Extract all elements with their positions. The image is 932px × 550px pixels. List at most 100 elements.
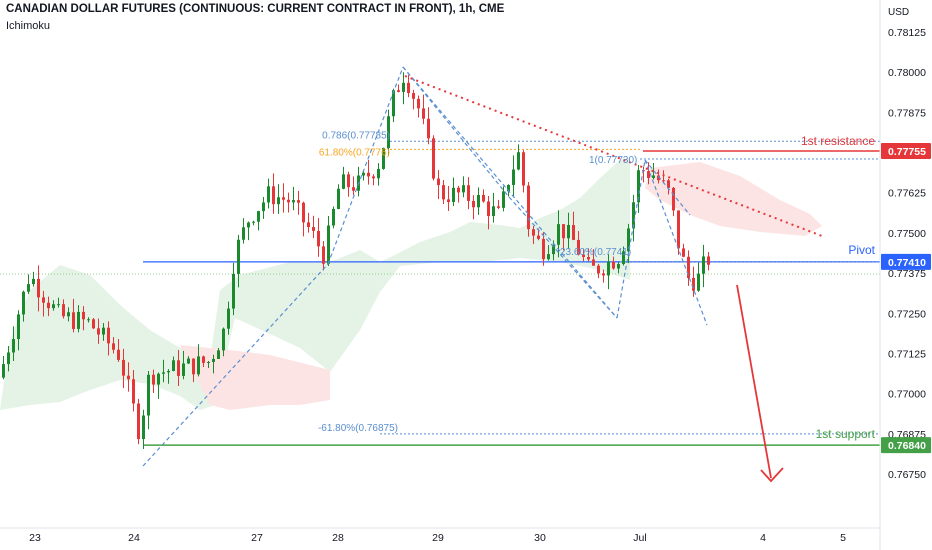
candle-body <box>692 277 695 291</box>
candle-body <box>582 254 585 257</box>
fib-236-label: 23.60%(0.7741) <box>560 247 631 258</box>
candle-body <box>537 235 540 239</box>
price-tick-label: 0.78000 <box>888 67 926 79</box>
candle-body <box>442 185 445 200</box>
candle-body <box>312 227 315 231</box>
fib-0618-label: 61.80%(0.7776) <box>319 147 390 158</box>
candle-body <box>587 256 590 260</box>
candle-body <box>12 339 15 353</box>
candle-body <box>112 343 115 350</box>
candle-body <box>97 328 100 335</box>
candle-body <box>127 375 130 380</box>
candle-body <box>7 352 10 365</box>
candle-body <box>547 254 550 260</box>
candle-body <box>182 363 185 376</box>
candle-body <box>267 186 270 203</box>
price-tag-text: 0.77410 <box>888 257 926 269</box>
candle-body <box>372 176 375 179</box>
currency-label: USD <box>888 7 909 18</box>
candle-body <box>222 328 225 351</box>
candle-body <box>302 202 305 223</box>
candle-body <box>367 172 370 177</box>
candle-body <box>242 227 245 240</box>
candle-body <box>557 224 560 245</box>
candle-body <box>542 238 545 260</box>
candle-body <box>672 187 675 211</box>
candle-body <box>37 278 40 298</box>
candle-body <box>57 304 60 306</box>
candle-body <box>192 358 195 375</box>
candle-body <box>477 194 480 208</box>
candle-body <box>412 93 415 99</box>
candle-body <box>177 360 180 376</box>
time-tick-label: 30 <box>534 532 546 544</box>
pattern-line <box>142 263 329 467</box>
indicator-label: Ichimoku <box>6 20 51 32</box>
candle-body <box>512 169 515 185</box>
candle-body <box>137 403 140 440</box>
candle-body <box>567 224 570 239</box>
candle-body <box>337 188 340 209</box>
price-tag-pivot <box>881 253 931 270</box>
candle-body <box>282 197 285 200</box>
candle-body <box>322 246 325 264</box>
candle-body <box>432 138 435 179</box>
candle-body <box>47 302 50 309</box>
candle-body <box>602 273 605 276</box>
candle-body <box>657 175 660 181</box>
candle-body <box>632 202 635 229</box>
candle-body <box>427 118 430 139</box>
pattern-line <box>644 159 708 326</box>
time-tick-label: 29 <box>432 532 444 544</box>
candle-body <box>572 224 575 240</box>
candle-body <box>502 191 505 208</box>
time-tick-label: 5 <box>840 532 846 544</box>
time-tick-label: Jul <box>633 532 646 544</box>
candle-body <box>132 379 135 404</box>
fib-0786-label: 0.786(0.77785) <box>322 130 390 141</box>
support-label: 1st support <box>816 427 876 441</box>
candle-body <box>287 199 290 203</box>
candle-body <box>457 187 460 193</box>
candle-body <box>467 185 470 201</box>
time-tick-label: 4 <box>760 532 766 544</box>
drawings: 0.786(0.77785) 61.80%(0.7776) 1(0.77730) 23… <box>142 66 876 483</box>
candle-body <box>102 327 105 335</box>
time-tick-label: 23 <box>29 532 41 544</box>
pattern-line <box>644 159 691 216</box>
price-axis[interactable]: USD0.781250.780000.778750.777500.776250.… <box>879 0 932 550</box>
candle-body <box>552 244 555 255</box>
candle-body <box>237 239 240 274</box>
candle-body <box>662 180 665 182</box>
candle-body <box>252 221 255 223</box>
candle-body <box>107 327 110 344</box>
candle-body <box>562 224 565 239</box>
level-lines <box>0 140 880 446</box>
time-axis[interactable]: 23 24 27 28 29 30 Jul 4 5 <box>0 527 880 544</box>
candle-body <box>67 312 70 317</box>
candle-body <box>497 206 500 208</box>
candle-body <box>232 273 235 309</box>
pattern-line <box>508 196 618 319</box>
candle-body <box>677 210 680 249</box>
pivot-label: Pivot <box>848 243 875 257</box>
bearish-cloud-late <box>645 162 822 236</box>
candle-body <box>407 82 410 94</box>
candle-body <box>247 222 250 228</box>
price-tick-label: 0.77000 <box>888 389 926 401</box>
candle-body <box>117 349 120 360</box>
candle-body <box>492 206 495 217</box>
bearish-cloud-early <box>180 345 330 410</box>
bullish-cloud <box>0 158 630 410</box>
candle-body <box>167 370 170 373</box>
candle-body <box>377 168 380 179</box>
candle-body <box>637 170 640 203</box>
candle-body <box>77 311 80 329</box>
candle-body <box>142 415 145 440</box>
candle-body <box>162 372 165 374</box>
candle-body <box>447 199 450 203</box>
candle-body <box>62 304 65 317</box>
candle-body <box>157 373 160 385</box>
candle-body <box>392 90 395 117</box>
